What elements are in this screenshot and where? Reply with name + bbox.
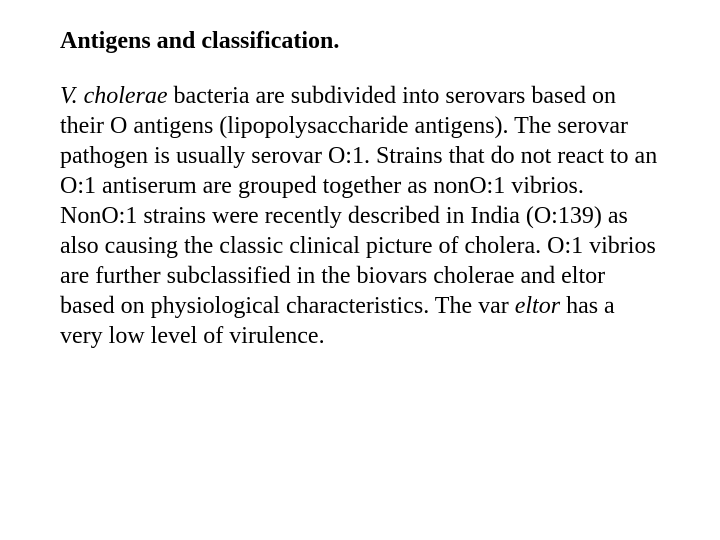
document-page: Antigens and classification. V. cholerae…	[0, 0, 720, 351]
biovar-name-italic: eltor	[515, 293, 560, 319]
body-run-1: bacteria are subdivided into serovars ba…	[60, 83, 657, 259]
section-heading: Antigens and classification.	[60, 28, 660, 55]
species-name-italic: V. cholerae	[60, 83, 168, 109]
body-paragraph: V. cholerae bacteria are subdivided into…	[60, 81, 660, 351]
